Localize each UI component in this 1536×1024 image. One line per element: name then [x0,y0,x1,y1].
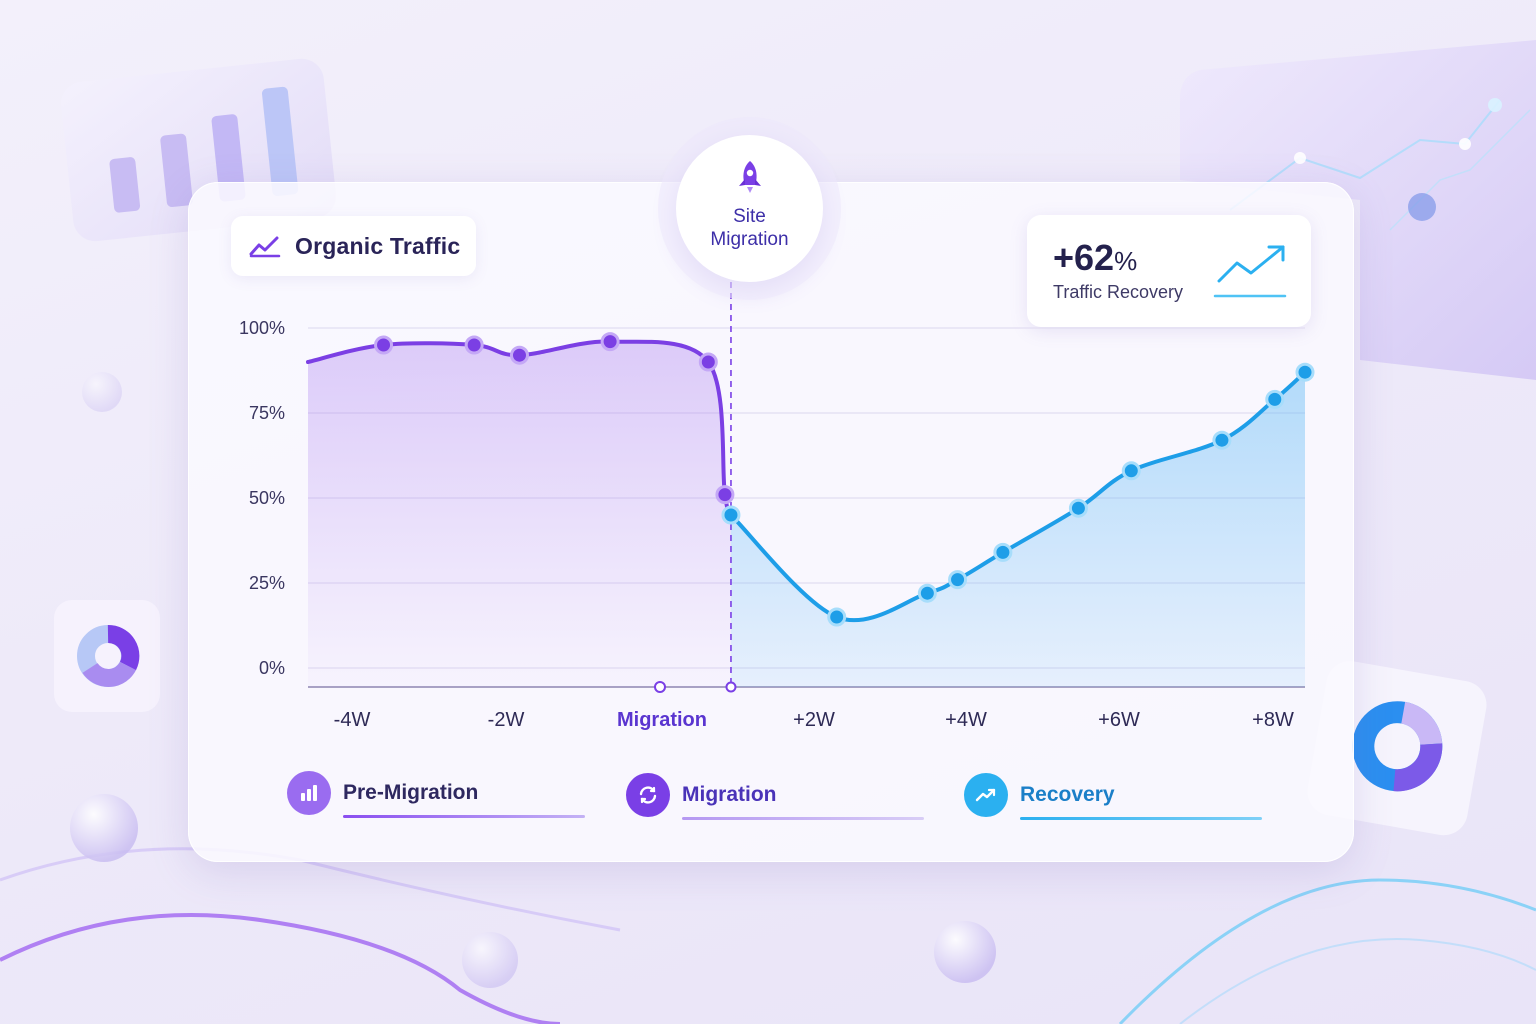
data-point [464,335,484,355]
stat-value: +62% [1053,237,1138,278]
data-point [827,607,847,627]
badge-label: Site Migration [710,206,789,250]
decorative-sphere [934,921,996,983]
bar-chart-icon [287,771,331,815]
legend-label: Recovery [1020,783,1115,806]
decorative-sphere [70,794,138,862]
chart-title: Organic Traffic [295,232,461,259]
legend-label: Migration [682,783,777,806]
migration-axis-marker [725,681,737,693]
x-tick-label: Migration [617,709,707,731]
x-tick-label: +8W [1252,709,1294,731]
data-point [1212,430,1232,450]
x-tick-label: +4W [945,709,987,731]
decorative-sphere [82,372,122,412]
legend-underline [343,815,585,818]
marker-layer [374,332,1315,693]
tick-layer: 100% 75% 50% 25% 0% -4W -2W Migration +2W +4W +6W +… [239,318,1294,731]
data-point [948,570,968,590]
data-point [917,583,937,603]
rocket-icon [739,161,761,193]
migration-tick-marker [654,681,666,693]
series-area [730,372,1305,687]
trend-up-icon [964,773,1008,817]
data-point [1068,498,1088,518]
data-point [993,542,1013,562]
line-layer [306,282,1307,687]
stat-label: Traffic Recovery [1053,282,1184,302]
area-layer [308,341,1305,687]
decorative-sphere [462,932,518,988]
data-point [509,345,529,365]
chart-title-chip: Organic Traffic [231,216,476,276]
y-tick-label: 50% [249,488,285,508]
data-point [374,335,394,355]
data-point [1265,389,1285,409]
trend-line-icon [249,236,281,258]
x-tick-label: +6W [1098,709,1140,731]
decorative-wave [0,913,561,1024]
y-tick-label: 100% [239,318,285,338]
trend-up-icon [1213,245,1287,298]
decorative-wave [1118,878,1536,1024]
data-point [600,332,620,352]
legend-label: Pre-Migration [343,781,479,804]
data-point [1295,362,1315,382]
decorative-wave [1179,938,1536,1024]
series-line [728,370,1307,623]
decorative-network-tile [1180,40,1536,380]
legend-underline [1020,817,1262,820]
series-line [306,339,733,517]
refresh-icon [626,773,670,817]
decorative-donut-tile-left [54,600,160,712]
site-migration-badge: Site Migration [676,135,823,282]
x-tick-label: -2W [488,709,525,731]
legend-underline [682,817,924,820]
data-point [715,485,735,505]
x-tick-label: +2W [793,709,835,731]
recovery-stat-card: +62% Traffic Recovery [1027,215,1311,327]
y-tick-label: 75% [249,403,285,423]
y-tick-label: 0% [259,658,285,678]
data-point [721,505,741,525]
series-area [308,341,731,687]
x-tick-label: -4W [334,709,371,731]
y-tick-label: 25% [249,573,285,593]
data-point [698,352,718,372]
data-point [1121,461,1141,481]
